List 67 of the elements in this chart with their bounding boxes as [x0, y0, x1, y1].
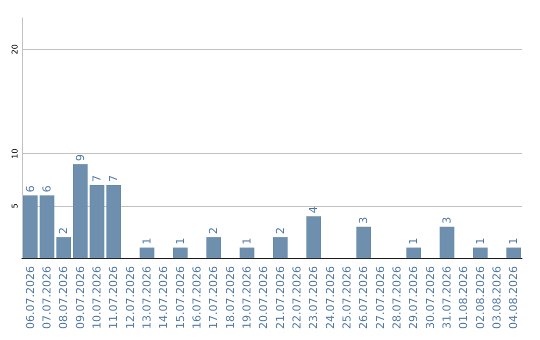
y-tick-label: 5 [10, 203, 20, 208]
x-tick-label: 25.07.2026 [340, 266, 354, 330]
data-label: 1 [140, 238, 154, 245]
x-tick-label: 04.08.2026 [507, 266, 520, 330]
y-tick-label: 20 [10, 44, 20, 54]
data-label: 9 [74, 154, 87, 162]
data-label: 4 [307, 206, 320, 214]
x-tick-label: 26.07.2026 [357, 266, 370, 330]
x-tick-label: 12.07.2026 [124, 266, 137, 330]
data-label: 3 [357, 216, 370, 224]
x-tick-label: 18.07.2026 [224, 266, 237, 330]
x-tick-label: 31.07.2026 [440, 266, 454, 330]
x-tick-label: 16.07.2026 [190, 266, 204, 330]
bar [23, 195, 38, 258]
data-label: 6 [24, 185, 37, 192]
bar [140, 248, 154, 258]
x-tick-label: 09.07.2026 [74, 266, 87, 330]
x-tick-label: 29.07.2026 [407, 266, 420, 330]
x-tick-label: 07.07.2026 [40, 266, 54, 330]
x-tick-label: 03.08.2026 [490, 266, 504, 330]
x-tick-label: 14.07.2026 [157, 266, 170, 330]
bar [90, 184, 104, 258]
x-tick-label: 28.07.2026 [390, 266, 404, 330]
data-label: 1 [474, 238, 487, 245]
x-tick-label: 10.07.2026 [90, 266, 104, 330]
x-tick-label: 08.07.2026 [57, 266, 70, 330]
x-tick-label: 06.07.2026 [24, 266, 37, 330]
data-label: 6 [40, 185, 54, 192]
bar [40, 195, 54, 258]
data-label: 1 [240, 238, 254, 245]
bar [473, 248, 488, 258]
x-tick-label: 23.07.2026 [307, 266, 320, 330]
x-tick-label: 11.07.2026 [107, 266, 120, 330]
bar [440, 226, 454, 258]
bar [273, 237, 288, 258]
y-tick-label: 10 [10, 148, 20, 159]
data-label: 2 [57, 227, 70, 234]
bar [306, 216, 321, 258]
x-tick-label: 19.07.2026 [240, 266, 254, 330]
x-tick-label: 01.08.2026 [457, 266, 470, 330]
x-tick-label: 17.07.2026 [207, 266, 220, 330]
data-label: 7 [90, 174, 104, 182]
x-tick-label: 27.07.2026 [374, 266, 387, 330]
bar [240, 248, 254, 258]
x-tick-label: 24.07.2026 [324, 266, 337, 330]
data-label: 1 [174, 238, 187, 245]
data-label: 3 [440, 216, 454, 224]
bar [173, 248, 188, 258]
x-tick-label: 15.07.2026 [174, 266, 187, 330]
x-tick-label: 21.07.2026 [274, 266, 287, 330]
bar [106, 184, 121, 258]
bar [206, 237, 221, 258]
data-label: 7 [107, 174, 120, 182]
bar [356, 226, 371, 258]
x-tick-label: 13.07.2026 [140, 266, 154, 330]
bar [506, 248, 521, 258]
data-label: 1 [507, 238, 520, 245]
bar [406, 248, 421, 258]
data-label: 1 [407, 238, 420, 245]
data-label: 2 [274, 227, 287, 234]
data-label: 2 [207, 227, 220, 234]
x-tick-label: 22.07.2026 [290, 266, 304, 330]
bar [56, 237, 71, 258]
x-tick-label: 02.08.2026 [474, 266, 487, 330]
x-tick-label: 30.07.2026 [424, 266, 437, 330]
bar [73, 164, 88, 258]
x-tick-label: 20.07.2026 [257, 266, 270, 330]
